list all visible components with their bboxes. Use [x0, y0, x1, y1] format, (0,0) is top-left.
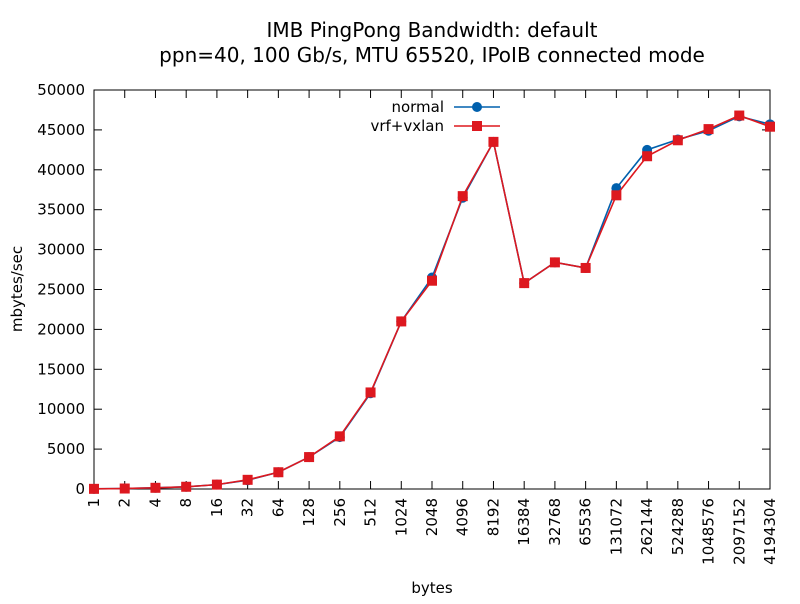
data-point-square [519, 278, 530, 289]
series-line [93, 115, 771, 490]
data-point-square [611, 190, 622, 201]
data-point-square [672, 135, 683, 146]
y-tick-label: 0 [75, 480, 85, 498]
series-circle [89, 111, 775, 494]
data-point-circle [472, 102, 482, 112]
data-point-square [150, 482, 161, 493]
data-point-square [273, 467, 284, 478]
x-tick-label: 256 [331, 498, 349, 527]
y-axis-label: mbytes/sec [8, 246, 26, 332]
x-tick-label: 16384 [515, 498, 533, 546]
data-point-square [427, 275, 437, 286]
data-point-square [642, 151, 653, 162]
x-tick-label: 8 [177, 498, 195, 508]
y-tick-label: 10000 [37, 400, 85, 418]
x-tick-label: 1024 [392, 498, 410, 536]
data-point-square [396, 316, 407, 327]
series-square [89, 110, 775, 494]
x-axis-label: bytes [411, 579, 453, 597]
data-point-square [365, 387, 376, 398]
x-tick-label: 4194304 [761, 498, 779, 565]
x-tick-label: 64 [269, 498, 287, 517]
plot-area: 0 5000 10000 15000 20000 25000 30000 35000 40000… [37, 81, 779, 565]
x-tick-label: 65536 [577, 498, 595, 546]
x-tick-label: 2048 [423, 498, 441, 536]
y-tick-label: 35000 [37, 201, 85, 219]
chart-subtitle: ppn=40, 100 Gb/s, MTU 65520, IPoIB conne… [159, 43, 705, 67]
data-point-square [334, 431, 345, 442]
x-tick-label: 512 [362, 498, 380, 527]
y-tick-label: 30000 [37, 241, 85, 259]
x-tick-label: 8192 [484, 498, 502, 536]
x-tick-label: 1048576 [700, 498, 718, 565]
data-point-square [181, 481, 192, 492]
data-point-square [703, 124, 714, 135]
x-tick-label: 4096 [454, 498, 472, 536]
x-tick-label: 32 [239, 498, 257, 517]
series-line [93, 114, 771, 490]
data-point-square [89, 483, 99, 494]
data-point-square [765, 121, 775, 132]
data-point-square [734, 110, 745, 121]
x-tick-label: 131072 [607, 498, 625, 555]
legend-label: vrf+vxlan [370, 117, 444, 135]
y-tick-label: 45000 [37, 121, 85, 139]
data-point-square [580, 262, 591, 273]
y-tick-label: 15000 [37, 360, 85, 378]
x-tick-label: 1 [85, 498, 103, 508]
data-point-square [488, 136, 499, 147]
x-tick-label: 524288 [669, 498, 687, 555]
y-tick-label: 5000 [47, 440, 85, 458]
x-tick-label: 16 [208, 498, 226, 517]
x-tick-label: 128 [300, 498, 318, 527]
y-tick-label: 50000 [37, 81, 85, 99]
x-tick-label: 2097152 [730, 498, 748, 565]
y-tick-label: 25000 [37, 281, 85, 299]
x-tick-label: 4 [146, 498, 164, 508]
x-tick-label: 262144 [638, 498, 656, 555]
data-point-square [242, 474, 253, 485]
data-point-square [211, 479, 222, 490]
data-point-square [119, 483, 130, 494]
plot-border [93, 89, 771, 490]
data-point-square [472, 121, 482, 131]
y-tick-label: 20000 [37, 320, 85, 338]
x-tick-label: 32768 [546, 498, 564, 546]
data-point-square [457, 191, 468, 202]
data-point-square [549, 257, 560, 268]
y-tick-label: 40000 [37, 161, 85, 179]
chart-title: IMB PingPong Bandwidth: default [266, 18, 597, 42]
x-tick-label: 2 [116, 498, 134, 508]
data-point-square [304, 452, 315, 463]
legend-label: normal [391, 98, 444, 116]
